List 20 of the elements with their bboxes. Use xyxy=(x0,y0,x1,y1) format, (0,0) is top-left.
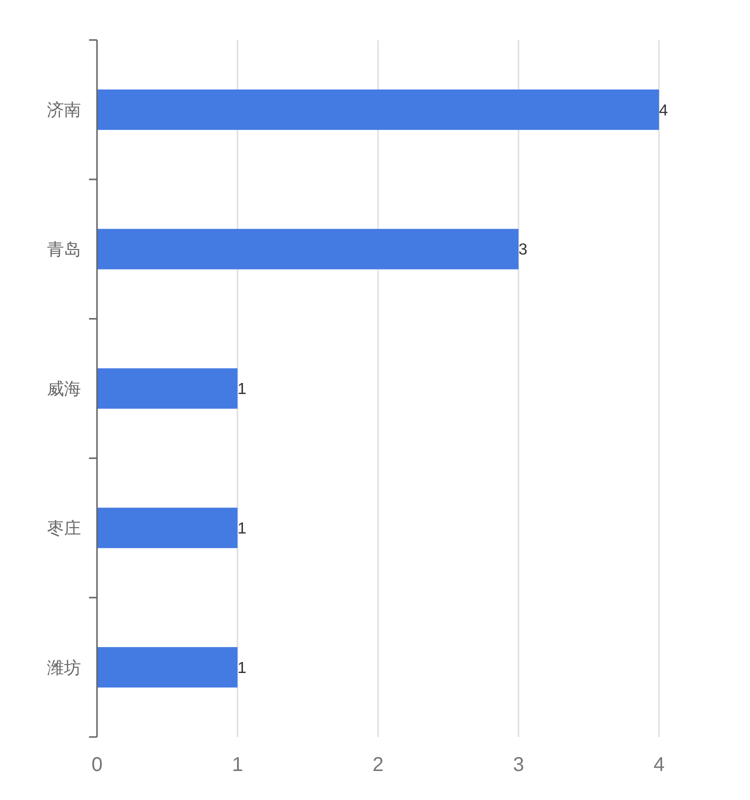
data-label: 1 xyxy=(238,660,246,677)
x-tick-label: 2 xyxy=(372,754,384,776)
y-tick-label: 潍坊 xyxy=(47,658,81,678)
x-tick-label: 4 xyxy=(653,754,665,776)
data-label: 1 xyxy=(238,520,246,538)
bar xyxy=(97,508,238,548)
y-tick-label: 济南 xyxy=(47,100,81,120)
bar xyxy=(97,89,659,130)
data-label: 4 xyxy=(659,102,668,120)
y-tick-label: 青岛 xyxy=(47,240,81,260)
x-tick-label: 0 xyxy=(91,754,103,776)
data-label: 3 xyxy=(518,242,528,259)
bar xyxy=(97,368,238,409)
data-label: 1 xyxy=(238,381,246,398)
bar xyxy=(97,228,518,270)
x-tick-label: 1 xyxy=(232,754,244,776)
y-tick-label: 枣庄 xyxy=(47,518,81,538)
y-tick-label: 威海 xyxy=(47,379,81,398)
x-tick-label: 3 xyxy=(512,754,524,776)
bar xyxy=(97,647,238,688)
